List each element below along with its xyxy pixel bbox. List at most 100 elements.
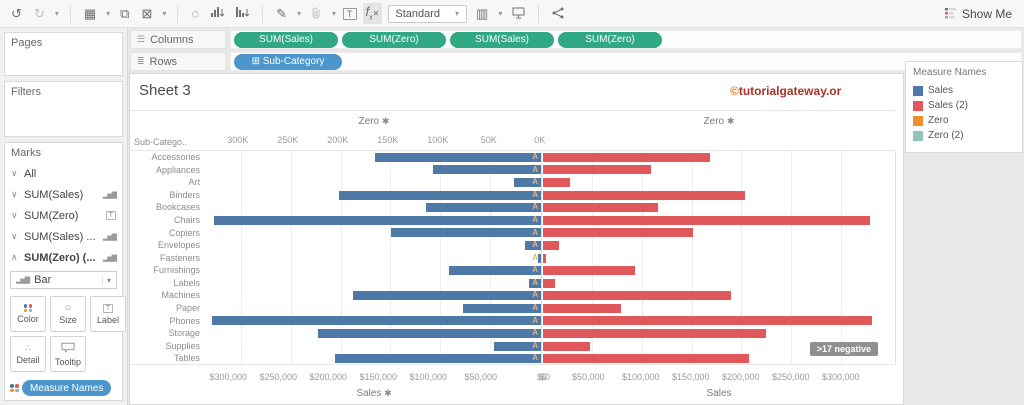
row-label[interactable]: Paper xyxy=(175,303,200,314)
sales-bar-left[interactable] xyxy=(528,278,541,288)
column-pill[interactable]: SUM(Sales) xyxy=(450,31,554,48)
left-axis-title-bottom[interactable]: Sales ✱ xyxy=(356,388,392,399)
row-label[interactable]: Binders xyxy=(169,189,200,200)
chevron-icon[interactable]: ∨ xyxy=(11,210,18,220)
sort-descending-icon[interactable] xyxy=(233,5,252,23)
sort-ascending-icon[interactable] xyxy=(208,5,227,23)
sales-bar-left[interactable] xyxy=(352,291,541,301)
sales-bar-right[interactable] xyxy=(543,291,732,301)
marks-card-item[interactable]: ∧ SUM(Zero) (... ▂▅▇ xyxy=(5,247,122,268)
sales-bar-right[interactable] xyxy=(543,203,658,213)
zero-text-mark[interactable]: A xyxy=(532,265,538,275)
legend-item[interactable]: Sales xyxy=(913,83,1015,98)
pause-updates-icon[interactable]: ⧉ xyxy=(120,6,130,21)
legend-item[interactable]: Sales (2) xyxy=(913,98,1015,113)
right-axis-title-bottom[interactable]: Sales xyxy=(706,388,732,399)
sales-bar-left[interactable] xyxy=(391,228,541,238)
column-pill[interactable]: SUM(Zero) xyxy=(558,31,662,48)
sales-bar-right[interactable] xyxy=(543,266,635,276)
sales-bar-right[interactable] xyxy=(543,190,746,200)
detail-button[interactable]: ∴ Detail xyxy=(10,336,46,372)
right-pane[interactable] xyxy=(542,151,896,364)
sales-bar-right[interactable] xyxy=(543,215,871,225)
sales-bar-left[interactable] xyxy=(374,152,541,162)
negative-values-badge[interactable]: >17 negative xyxy=(809,342,878,356)
group-members-icon[interactable]: ◌ xyxy=(191,6,200,21)
sales-bar-right[interactable] xyxy=(543,152,710,162)
row-label[interactable]: Labels xyxy=(173,277,200,288)
row-label[interactable]: Furnishings xyxy=(153,265,200,276)
highlight-pen-caret[interactable]: ▾ xyxy=(297,9,302,18)
sales-bar-right[interactable] xyxy=(543,341,590,351)
left-axis-title-top[interactable]: Zero ✱ xyxy=(358,116,390,127)
row-label[interactable]: Chairs xyxy=(173,214,200,225)
zero-text-mark[interactable]: A xyxy=(532,164,538,174)
sales-bar-left[interactable] xyxy=(538,253,541,263)
view-mode-select[interactable]: Standard ▾ xyxy=(388,4,468,23)
run-updates-caret[interactable]: ▾ xyxy=(162,9,167,18)
row-label[interactable]: Fasteners xyxy=(159,252,200,263)
sales-bar-right[interactable] xyxy=(543,278,556,288)
zero-text-mark[interactable]: A xyxy=(532,189,538,199)
color-button[interactable]: Color xyxy=(10,296,46,332)
zero-text-mark[interactable]: A xyxy=(532,328,538,338)
paperclip-caret[interactable]: ▾ xyxy=(332,9,337,18)
redo-icon[interactable]: ↻ xyxy=(33,6,45,21)
clear-formatting-icon[interactable]: fx✕ xyxy=(362,3,383,24)
zero-text-mark[interactable]: A xyxy=(532,303,538,313)
measure-names-pill[interactable]: Measure Names xyxy=(22,380,112,396)
marks-card-item[interactable]: ∨ SUM(Sales) ... ▂▅▇ xyxy=(5,226,122,247)
paperclip-icon[interactable] xyxy=(308,5,325,23)
show-me-button[interactable]: Show Me xyxy=(944,7,1016,21)
tooltip-button[interactable]: Tooltip xyxy=(50,336,86,372)
sales-bar-right[interactable] xyxy=(543,228,693,238)
legend-item[interactable]: Zero (2) xyxy=(913,128,1015,143)
sales-bar-left[interactable] xyxy=(338,190,541,200)
column-pill[interactable]: SUM(Zero) xyxy=(342,31,446,48)
zero-text-mark[interactable]: A xyxy=(532,315,538,325)
sales-bar-left[interactable] xyxy=(524,240,541,250)
chevron-icon[interactable]: ∨ xyxy=(11,231,18,241)
mark-type-select[interactable]: ▂▅▇ Bar ▾ xyxy=(10,271,117,289)
chevron-icon[interactable]: ∧ xyxy=(11,252,18,262)
sales-bar-left[interactable] xyxy=(514,177,541,187)
size-button[interactable]: ○ Size xyxy=(50,296,86,332)
row-label[interactable]: Envelopes xyxy=(157,240,200,251)
row-pill[interactable]: ⊞ Sub-Category xyxy=(234,53,342,70)
show-mark-labels-caret[interactable]: ▾ xyxy=(498,9,503,18)
new-datasource-icon[interactable]: ▦ xyxy=(83,6,97,21)
presentation-mode-icon[interactable] xyxy=(509,5,528,23)
row-label[interactable]: Supplies xyxy=(165,340,200,351)
row-label[interactable]: Bookcases xyxy=(155,202,200,213)
sales-bar-right[interactable] xyxy=(543,354,750,364)
filters-shelf[interactable]: Filters xyxy=(4,81,123,137)
legend-item[interactable]: Zero xyxy=(913,113,1015,128)
chevron-icon[interactable]: ∨ xyxy=(11,189,18,199)
zero-text-mark[interactable]: A xyxy=(532,290,538,300)
sales-bar-left[interactable] xyxy=(213,215,541,225)
new-datasource-caret[interactable]: ▾ xyxy=(106,9,111,18)
run-updates-icon[interactable]: ⊠ xyxy=(141,6,153,21)
zero-text-mark[interactable]: A xyxy=(532,277,538,287)
share-icon[interactable] xyxy=(549,5,567,23)
sales-bar-left[interactable] xyxy=(211,316,541,326)
row-label[interactable]: Storage xyxy=(168,328,200,339)
zero-text-mark[interactable]: A xyxy=(532,340,538,350)
label-button[interactable]: T Label xyxy=(90,296,126,332)
zero-text-mark[interactable]: A xyxy=(532,152,538,161)
text-annotation-icon[interactable]: T xyxy=(343,7,357,20)
marks-card-item[interactable]: ∨ SUM(Zero) T xyxy=(5,205,122,226)
chevron-icon[interactable]: ∨ xyxy=(11,168,18,178)
sales-bar-left[interactable] xyxy=(426,203,541,213)
zero-text-mark[interactable]: A xyxy=(532,227,538,237)
sales-bar-right[interactable] xyxy=(543,303,622,313)
sales-bar-right[interactable] xyxy=(543,165,651,175)
zero-text-mark[interactable]: A xyxy=(532,252,538,262)
redo-dropdown-caret[interactable]: ▾ xyxy=(54,9,59,18)
zero-text-mark[interactable]: A xyxy=(532,353,538,363)
row-label[interactable]: Appliances xyxy=(155,164,200,175)
sales-bar-left[interactable] xyxy=(317,329,541,339)
show-mark-labels-icon[interactable]: ▥ xyxy=(476,6,489,21)
measure-names-legend[interactable]: Measure Names Sales Sales (2) Zero Zero (2) xyxy=(905,61,1023,153)
